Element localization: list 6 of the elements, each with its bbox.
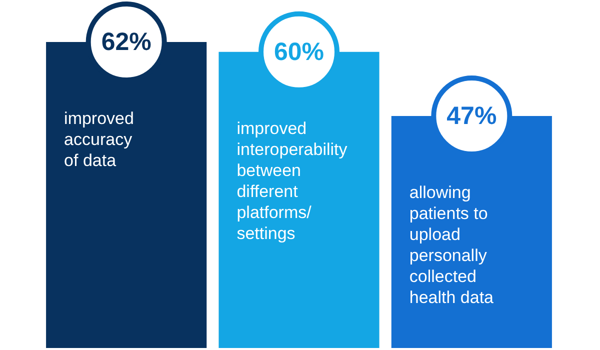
data-label: 62%	[101, 28, 152, 56]
x-tick-label: improved interoperability between different platforms/ settings	[236, 118, 348, 243]
data-label: 47%	[446, 102, 497, 130]
x-tick-label: allowing patients to upload personally collected health data	[409, 183, 494, 308]
data-label: 60%	[274, 38, 324, 66]
x-tick-label: improved accuracy of data	[64, 109, 134, 170]
